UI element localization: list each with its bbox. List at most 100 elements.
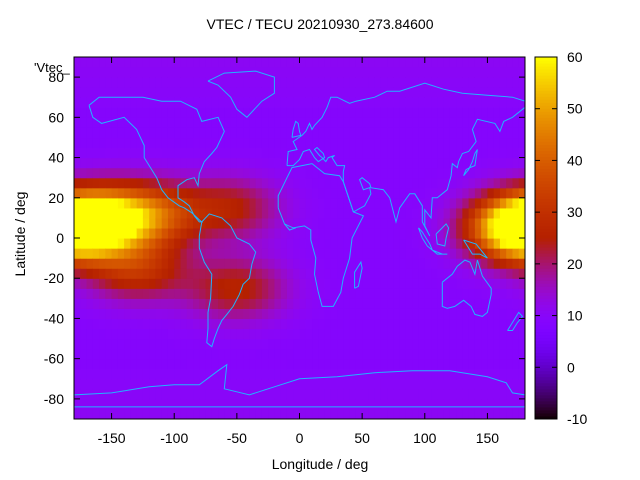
colorbar-segment	[535, 213, 557, 218]
heatmap-cell	[468, 348, 476, 360]
heatmap-cell	[243, 227, 250, 239]
heatmap-cell	[299, 77, 307, 88]
heatmap-cell	[349, 268, 357, 279]
heatmap-cell	[393, 338, 401, 350]
heatmap-cell	[443, 67, 451, 78]
colorbar-tick-label: 20	[567, 256, 583, 272]
heatmap-cell	[456, 127, 463, 139]
heatmap-cell	[149, 248, 157, 259]
heatmap-cell	[493, 398, 501, 410]
heatmap-cell	[174, 77, 182, 88]
colorbar-segment	[535, 394, 557, 399]
heatmap-cell	[330, 268, 338, 279]
heatmap-cell	[86, 87, 94, 98]
heatmap-cell	[243, 137, 250, 149]
heatmap-cell	[249, 318, 257, 330]
heatmap-cell	[130, 408, 138, 419]
heatmap-cell	[224, 147, 232, 159]
heatmap-cell	[299, 177, 307, 189]
heatmap-cell	[318, 288, 326, 299]
heatmap-cell	[86, 217, 94, 229]
heatmap-cell	[243, 308, 250, 320]
heatmap-cell	[286, 157, 294, 169]
heatmap-cell	[268, 57, 276, 68]
heatmap-cell	[493, 258, 501, 269]
heatmap-cell	[142, 147, 150, 159]
heatmap-cell	[337, 318, 344, 330]
heatmap-cell	[337, 298, 344, 309]
heatmap-cell	[349, 117, 357, 128]
y-tick-label: -60	[44, 351, 64, 367]
heatmap-cell	[243, 67, 250, 78]
heatmap-cell	[230, 117, 238, 128]
heatmap-cell	[180, 258, 188, 269]
heatmap-cell	[305, 67, 313, 78]
heatmap-cell	[512, 368, 520, 380]
heatmap-cell	[324, 328, 332, 340]
heatmap-cell	[487, 97, 495, 108]
heatmap-cell	[268, 318, 276, 330]
heatmap-cell	[99, 348, 106, 360]
heatmap-cell	[324, 177, 332, 189]
heatmap-cell	[380, 298, 388, 309]
heatmap-cell	[474, 358, 482, 370]
heatmap-cell	[111, 408, 119, 419]
heatmap-cell	[136, 127, 144, 139]
heatmap-cell	[462, 248, 470, 259]
heatmap-cell	[205, 308, 213, 320]
heatmap-cell	[174, 308, 182, 320]
heatmap-cell	[405, 117, 413, 128]
heatmap-cell	[493, 358, 501, 370]
heatmap-cell	[218, 177, 225, 189]
heatmap-cell	[506, 227, 514, 239]
heatmap-cell	[431, 207, 438, 219]
heatmap-cell	[161, 288, 169, 299]
heatmap-cell	[312, 87, 319, 98]
heatmap-cell	[324, 197, 332, 209]
heatmap-cell	[80, 298, 88, 309]
heatmap-cell	[92, 97, 100, 108]
heatmap-cell	[268, 308, 276, 320]
heatmap-cell	[74, 117, 81, 128]
heatmap-cell	[286, 227, 294, 239]
heatmap-cell	[130, 298, 138, 309]
heatmap-cell	[456, 117, 463, 128]
coastline-overlay	[74, 70, 525, 408]
heatmap-cell	[387, 167, 395, 179]
heatmap-cell	[161, 107, 169, 118]
heatmap-cell	[355, 117, 363, 128]
heatmap-cell	[418, 217, 426, 229]
heatmap-cell	[74, 348, 81, 360]
heatmap-cell	[481, 248, 489, 259]
heatmap-cell	[243, 328, 250, 340]
heatmap-cell	[431, 368, 438, 380]
heatmap-cell	[349, 368, 357, 380]
heatmap-cell	[274, 67, 282, 78]
heatmap-cell	[424, 388, 432, 400]
heatmap-cell	[305, 127, 313, 139]
heatmap-cell	[487, 338, 495, 350]
heatmap-cell	[312, 107, 319, 118]
heatmap-cell	[218, 207, 225, 219]
heatmap-cell	[380, 398, 388, 410]
heatmap-cell	[431, 298, 438, 309]
heatmap-cell	[374, 278, 382, 289]
heatmap-cell	[218, 147, 225, 159]
colorbar-segment	[535, 177, 557, 182]
heatmap-cell	[318, 238, 326, 249]
heatmap-cell	[399, 408, 407, 419]
heatmap-cell	[180, 408, 188, 419]
heatmap-cell	[205, 238, 213, 249]
heatmap-cell	[199, 398, 207, 410]
heatmap-cell	[437, 207, 445, 219]
heatmap-cell	[305, 217, 313, 229]
heatmap-cell	[136, 398, 144, 410]
heatmap-cell	[99, 368, 106, 380]
heatmap-cell	[468, 177, 476, 189]
heatmap-cell	[368, 197, 376, 209]
heatmap-cell	[124, 157, 131, 169]
heatmap-cell	[86, 368, 94, 380]
colorbar-segment	[535, 228, 557, 233]
heatmap-cell	[180, 67, 188, 78]
heatmap-cell	[211, 167, 219, 179]
